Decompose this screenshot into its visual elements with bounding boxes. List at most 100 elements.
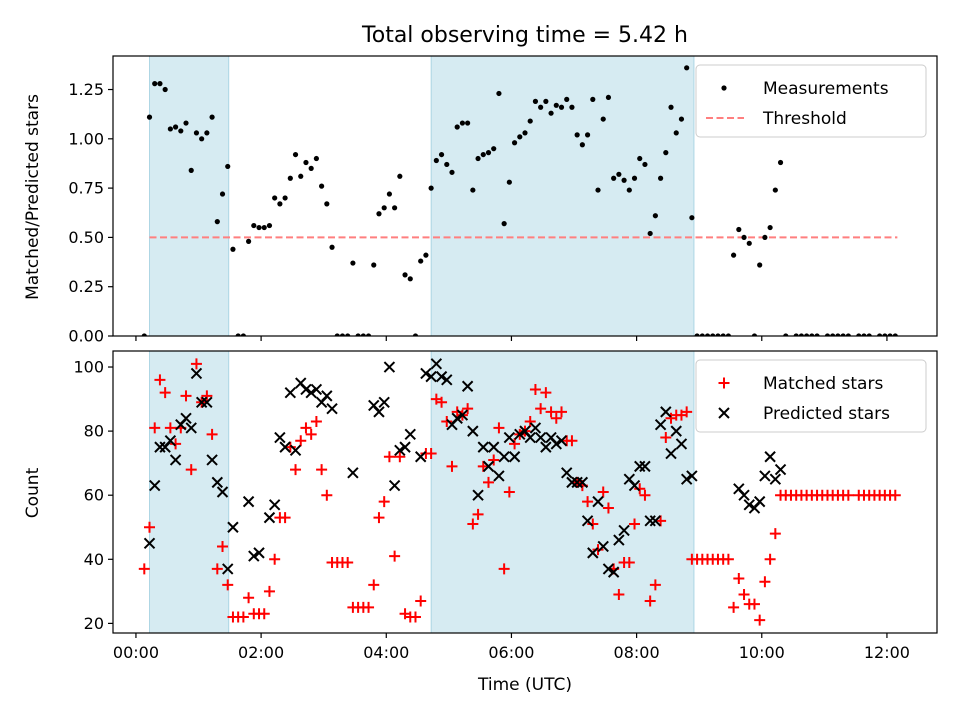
matched-stars-point [425, 448, 437, 460]
matched-stars-point [889, 489, 901, 501]
predicted-stars-point [149, 479, 161, 492]
matched-stars-point [279, 512, 291, 524]
legend-label-threshold: Threshold [762, 109, 847, 129]
measurements-point [172, 124, 179, 130]
measurements-point [308, 165, 314, 171]
matched-stars-point [295, 435, 307, 447]
measurements-point [626, 187, 632, 193]
measurements-point [376, 211, 382, 217]
measurements-point [465, 120, 471, 126]
matched-stars-point [373, 512, 385, 524]
measurements-point [757, 262, 763, 268]
matched-stars-point [201, 390, 213, 402]
matched-stars-point [634, 483, 646, 495]
count-panel: 20 40 60 80 100 00:00 02:00 04:00 06:00 08:00 10:0… [73, 350, 938, 662]
measurements-point [558, 104, 565, 110]
predicted-stars-point [628, 479, 641, 492]
measurements-point [365, 333, 372, 336]
measurements-point [141, 333, 147, 336]
predicted-stars-point [461, 380, 474, 392]
predicted-stars-point [472, 489, 484, 501]
measurements-point [772, 187, 778, 193]
x-tick-label: 12:00 [864, 643, 910, 662]
measurements-point [162, 86, 168, 93]
matched-stars-point [149, 422, 161, 434]
predicted-stars-point [305, 386, 317, 399]
predicted-stars-point [508, 451, 521, 463]
matched-stars-point [472, 508, 484, 520]
measurements-point [188, 167, 194, 173]
measurements-point [647, 230, 653, 237]
measurements-point [652, 213, 658, 219]
measurements-point [256, 224, 262, 231]
matched-stars-point [222, 579, 234, 591]
measurements-point [798, 333, 805, 336]
predicted-stars-point [326, 402, 338, 415]
measurements-point [235, 333, 241, 336]
measurements-point [736, 226, 742, 233]
predicted-stars-point [613, 534, 625, 546]
x-tick-label: 10:00 [739, 643, 785, 662]
matched-stars-point [550, 412, 562, 424]
predicted-stars-point [211, 476, 224, 489]
predicted-stars-point [373, 406, 385, 418]
legend-box [695, 64, 927, 138]
predicted-stars-point [414, 451, 427, 463]
predicted-stars-point [404, 428, 416, 441]
matched-stars-point [217, 540, 229, 552]
measurements-point [564, 96, 570, 102]
x-tick-label: 06:00 [488, 643, 534, 662]
ratio-y-tick-label: 1.25 [68, 80, 104, 99]
measurements-point [423, 252, 429, 258]
measurements-point [553, 102, 559, 108]
legend-marker-measurements [721, 85, 727, 91]
measurements-point [600, 116, 606, 122]
matched-stars-point [738, 589, 750, 601]
legend-box [695, 359, 927, 433]
predicted-stars-point [581, 515, 594, 527]
measurements-point [506, 179, 512, 185]
ratio-panel: 0.00 0.25 0.50 0.75 1.00 1.25 Measurements Thre… [68, 55, 938, 346]
predicted-stars-point [534, 431, 547, 444]
matched-stars-point [321, 489, 333, 501]
measurements-point [783, 333, 789, 336]
measurements-point [433, 157, 439, 164]
predicted-stars-point [347, 467, 359, 479]
matched-stars-point [190, 358, 202, 370]
predicted-stars-point [488, 441, 500, 453]
measurements-point [611, 175, 617, 181]
matched-stars-point [441, 416, 453, 427]
matched-stars-point [655, 515, 667, 527]
ratio-shaded-span-2 [430, 55, 695, 337]
legend-marker-predicted-stars [718, 407, 730, 419]
measurements-point [631, 175, 638, 181]
measurements-point [444, 161, 450, 168]
predicted-stars-point [154, 441, 166, 453]
predicted-stars-point [222, 563, 234, 575]
measurements-point [146, 114, 153, 120]
matched-stars-point [154, 374, 166, 386]
measurements-point [804, 333, 810, 336]
measurements-point [282, 195, 288, 201]
matched-stars-point [842, 489, 854, 501]
predicted-stars-point [482, 460, 495, 473]
measurements-point [517, 134, 523, 140]
measurements-point [402, 272, 408, 278]
legend-marker-matched-stars [718, 377, 730, 389]
predicted-stars-point [169, 454, 182, 466]
legend-label-matched-stars: Matched stars [763, 374, 883, 394]
x-tick-label: 02:00 [238, 643, 284, 662]
matched-stars-point [316, 464, 328, 476]
matched-stars-point [409, 611, 421, 623]
matched-stars-point [206, 428, 218, 440]
predicted-stars-point [216, 486, 229, 498]
measurements-point [751, 333, 758, 336]
matched-stars-point [305, 428, 317, 440]
measurements-point [522, 130, 528, 136]
count-shaded-span-2 [430, 350, 695, 634]
measurements-point [835, 333, 841, 336]
count-y-tick-label: 60 [84, 486, 104, 505]
matched-stars-point [644, 595, 656, 607]
matched-stars-point [733, 573, 745, 585]
count-data [138, 358, 901, 626]
